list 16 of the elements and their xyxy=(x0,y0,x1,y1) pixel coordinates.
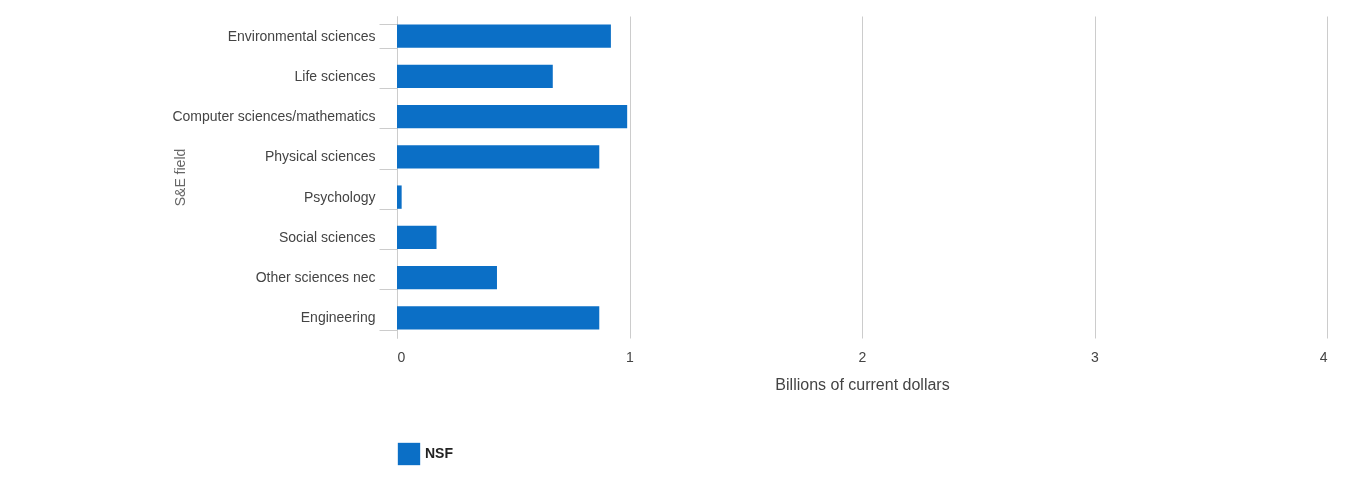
y-tick-label: Psychology xyxy=(303,188,376,205)
x-tick-label: 0 xyxy=(397,348,406,365)
x-tick-label: 2 xyxy=(858,348,867,365)
y-tick-label: Other sciences nec xyxy=(255,269,376,286)
y-axis-title: S&E field xyxy=(171,148,188,207)
y-tick-label: Computer sciences/mathematics xyxy=(172,108,376,125)
x-tick-label: 1 xyxy=(626,348,635,365)
y-tick-label: Physical sciences xyxy=(265,148,376,165)
y-tick-label: Social sciences xyxy=(279,228,376,245)
x-tick-label: 3 xyxy=(1091,348,1100,365)
y-tick-label: Engineering xyxy=(300,309,376,326)
y-tick-label: Life sciences xyxy=(294,67,376,84)
x-tick-label: 4 xyxy=(1319,348,1328,365)
legend-label: NSF xyxy=(425,445,454,461)
y-tick-label: Environmental sciences xyxy=(227,27,376,44)
x-axis-title: Billions of current dollars xyxy=(775,375,950,393)
